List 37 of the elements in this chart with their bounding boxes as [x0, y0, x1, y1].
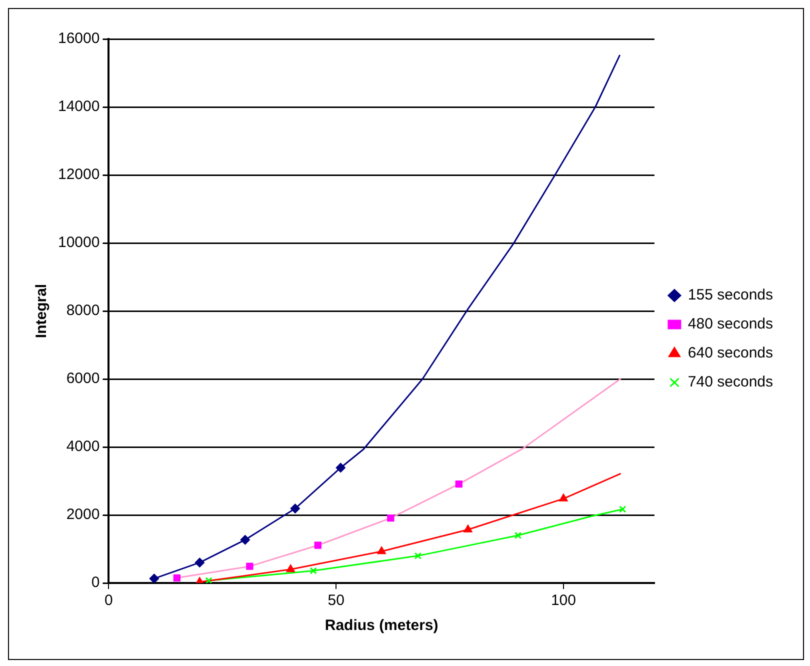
y-tick-label: 6000 [66, 370, 100, 388]
x-axis-title: Radius (meters) [324, 617, 438, 634]
point [377, 546, 386, 554]
y-axis-title: Integral [33, 284, 50, 338]
y-tick-label: 14000 [58, 98, 100, 116]
legend-label: 640 seconds [688, 344, 774, 362]
point [205, 577, 212, 583]
point [619, 506, 626, 513]
point [310, 567, 317, 574]
point [559, 494, 568, 502]
legend-label: 155 seconds [688, 286, 774, 304]
point [240, 535, 250, 545]
point [514, 532, 522, 539]
point [286, 564, 295, 572]
legend-label: 740 seconds [688, 374, 774, 391]
point [149, 574, 159, 583]
y-tick-label: 16000 [58, 30, 100, 48]
x-tick-label: 50 [328, 592, 344, 610]
x-tick-label: 0 [104, 592, 113, 610]
point [414, 552, 422, 560]
point [336, 462, 346, 472]
y-tick-label: 4000 [66, 438, 100, 456]
y-tick-label: 8000 [66, 302, 100, 320]
point [173, 574, 181, 582]
y-tick-label: 12000 [58, 166, 100, 184]
point [314, 542, 322, 549]
point [194, 558, 204, 568]
x-tick-label: 100 [550, 592, 576, 610]
y-tick-label: 0 [91, 574, 100, 592]
y-tick-label: 2000 [66, 506, 100, 524]
point [455, 480, 462, 488]
point [387, 514, 394, 522]
legend-label: 480 seconds [688, 316, 774, 333]
y-tick-label: 10000 [58, 234, 100, 252]
point [290, 504, 300, 514]
point [246, 562, 254, 570]
point [464, 524, 472, 532]
